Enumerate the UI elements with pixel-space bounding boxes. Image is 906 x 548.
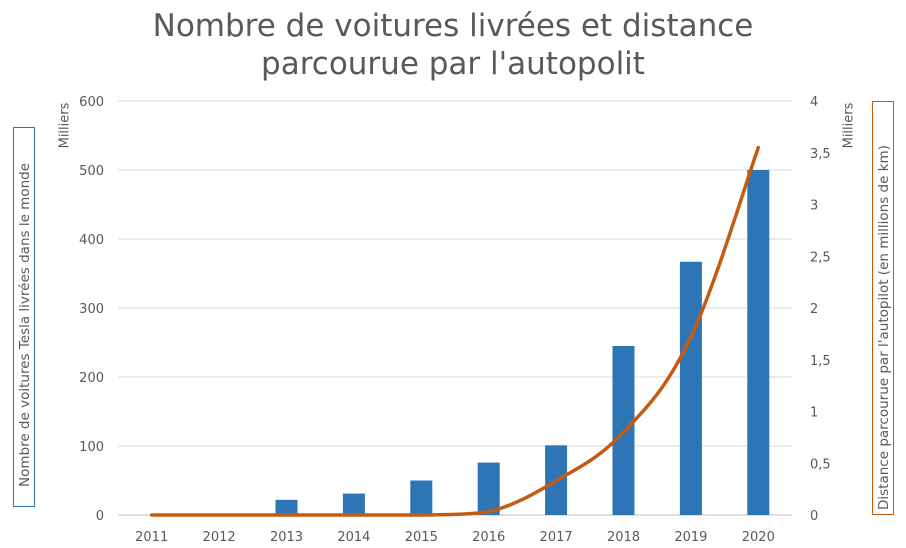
x-tick-label: 2016: [472, 530, 505, 545]
right-tick-label: 0,5: [810, 457, 831, 472]
bar: [275, 499, 298, 515]
x-tick-label: 2014: [337, 530, 370, 545]
line-series: [149, 145, 761, 517]
bar: [747, 170, 770, 515]
x-tick-label: 2018: [607, 530, 640, 545]
bar: [679, 261, 702, 515]
x-tick-label: 2015: [405, 530, 438, 545]
left-tick-label: 200: [79, 371, 104, 386]
right-tick-label: 2: [810, 302, 818, 317]
x-tick-label: 2011: [135, 530, 168, 545]
chart-title-line-2: parcourue par l'autopolit: [261, 46, 645, 82]
right-tick-label: 3,5: [810, 147, 831, 162]
right-tick-label: 1,5: [810, 354, 831, 369]
left-axis-label-box: [13, 127, 35, 507]
left-tick-label: 600: [79, 95, 104, 110]
bar: [477, 462, 500, 515]
right-tick-label: 0: [810, 509, 818, 524]
chart-title-line-1: Nombre de voitures livrées et distance: [152, 8, 754, 44]
bar: [410, 480, 433, 515]
left-tick-label: 100: [79, 440, 104, 455]
x-tick-label: 2013: [270, 530, 303, 545]
left-tick-label: 0: [96, 509, 104, 524]
left-tick-label: 300: [79, 302, 104, 317]
right-axis-label-box: [872, 101, 894, 515]
right-tick-label: 1: [810, 406, 818, 421]
x-tick-label: 2019: [674, 530, 707, 545]
x-tick-label: 2012: [203, 530, 236, 545]
right-tick-label: 3: [810, 199, 818, 214]
x-tick-label: 2020: [742, 530, 775, 545]
left-tick-label: 400: [79, 233, 104, 248]
bar: [342, 493, 365, 515]
x-tick-label: 2017: [540, 530, 573, 545]
left-tick-label: 500: [79, 164, 104, 179]
right-tick-label: 4: [810, 95, 818, 110]
right-tick-label: 2,5: [810, 250, 831, 265]
